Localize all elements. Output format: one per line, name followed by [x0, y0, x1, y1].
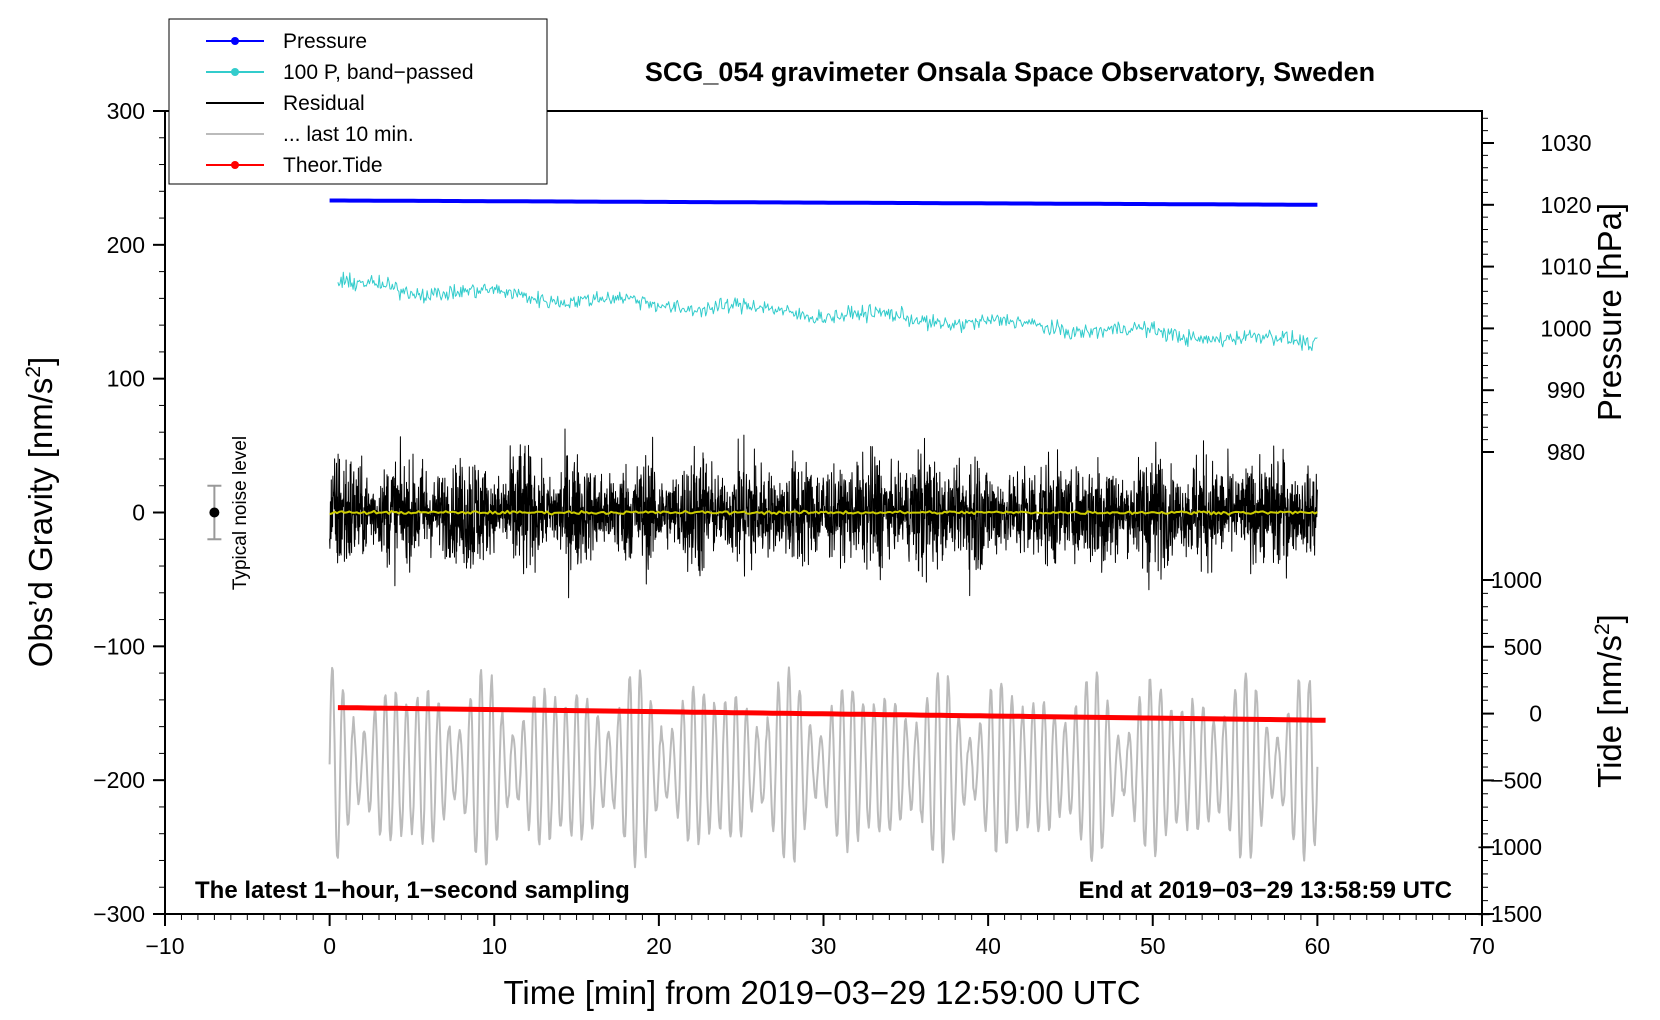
noise-indicator — [207, 484, 222, 541]
chart-title: SCG_054 gravimeter Onsala Space Observat… — [645, 57, 1375, 87]
series-residual — [329, 428, 1318, 599]
tide-axis-title-main: Tide [nm/s — [1591, 635, 1628, 788]
tide-axis-title: Tide [nm/s2] — [1591, 614, 1628, 788]
x-tick-label: 60 — [1305, 933, 1331, 959]
y-left-tick-label: −100 — [93, 633, 145, 659]
x-tick-label: 50 — [1140, 933, 1166, 959]
pressure-tick-label: 990 — [1547, 377, 1585, 403]
x-tick-label: 30 — [811, 933, 837, 959]
pressure-tick-label: 1010 — [1540, 254, 1591, 280]
noise-dot — [209, 507, 220, 518]
tide-tick-label: 0 — [1529, 701, 1542, 727]
legend-swatch-marker — [231, 37, 239, 45]
y-left-tick-label: 200 — [107, 232, 145, 258]
series-band-passed — [337, 271, 1318, 352]
y-left-tick-label: −200 — [93, 767, 145, 793]
x-tick-label: 20 — [646, 933, 672, 959]
x-tick-label: 70 — [1469, 933, 1495, 959]
legend-box — [168, 18, 548, 185]
legend-swatch-marker — [231, 68, 239, 76]
tide-tick-label: 500 — [1504, 634, 1542, 660]
y-left-tick-label: 300 — [107, 98, 145, 124]
pressure-tick-label: 1020 — [1540, 192, 1591, 218]
series-residual-mean — [329, 509, 1318, 516]
pressure-tick-label: 1000 — [1540, 315, 1591, 341]
y-left-tick-label: −300 — [93, 901, 145, 927]
series-pressure — [329, 198, 1318, 207]
x-axis-title: Time [min] from 2019−03−29 12:59:00 UTC — [503, 974, 1140, 1011]
tide-tick-label: −500 — [1490, 767, 1542, 793]
tide-axis-title-close: ] — [1591, 614, 1628, 623]
tide-tick-label: −1000 — [1477, 834, 1542, 860]
legend-label: Theor.Tide — [283, 154, 383, 177]
y-left-axis-title: Obs’d Gravity [nm/s2] — [22, 357, 59, 668]
series-last-10-min — [328, 666, 1319, 869]
legend-label: Residual — [283, 92, 365, 115]
y-left-axis-title-main: Obs’d Gravity [nm/s — [22, 378, 59, 668]
y-left-axis-title-close: ] — [22, 357, 59, 366]
x-tick-label: −10 — [145, 933, 184, 959]
annotation-end-time: End at 2019−03−29 13:58:59 UTC — [1078, 877, 1452, 904]
x-tick-label: 40 — [975, 933, 1001, 959]
y-left-tick-label: 100 — [107, 366, 145, 392]
pressure-tick-label: 980 — [1547, 439, 1585, 465]
y-left-axis-title-sup: 2 — [22, 366, 45, 378]
tide-tick-label: 1000 — [1491, 567, 1542, 593]
series-tide — [337, 705, 1326, 723]
legend-swatch-marker — [231, 161, 239, 169]
series-layer — [328, 198, 1326, 869]
tide-tick-label: −1500 — [1477, 901, 1542, 927]
pressure-tick-label: 1030 — [1540, 130, 1591, 156]
legend: Pressure 100 P, band−passed Residual ... la… — [168, 18, 548, 185]
legend-label: ... last 10 min. — [283, 123, 414, 146]
x-tick-label: 0 — [323, 933, 336, 959]
pressure-axis-title: Pressure [hPa] — [1591, 203, 1628, 421]
tide-axis-title-sup: 2 — [1591, 623, 1614, 635]
legend-label: Pressure — [283, 30, 367, 53]
axes-layer: −10 0 10 20 30 40 50 60 703002001000−100−200−300… — [93, 98, 1591, 959]
annotation-sampling: The latest 1−hour, 1−second sampling — [195, 877, 630, 904]
legend-label: 100 P, band−passed — [283, 61, 474, 84]
y-left-tick-label: 0 — [132, 500, 145, 526]
x-tick-label: 10 — [481, 933, 507, 959]
noise-level-label: Typical noise level — [230, 436, 251, 590]
